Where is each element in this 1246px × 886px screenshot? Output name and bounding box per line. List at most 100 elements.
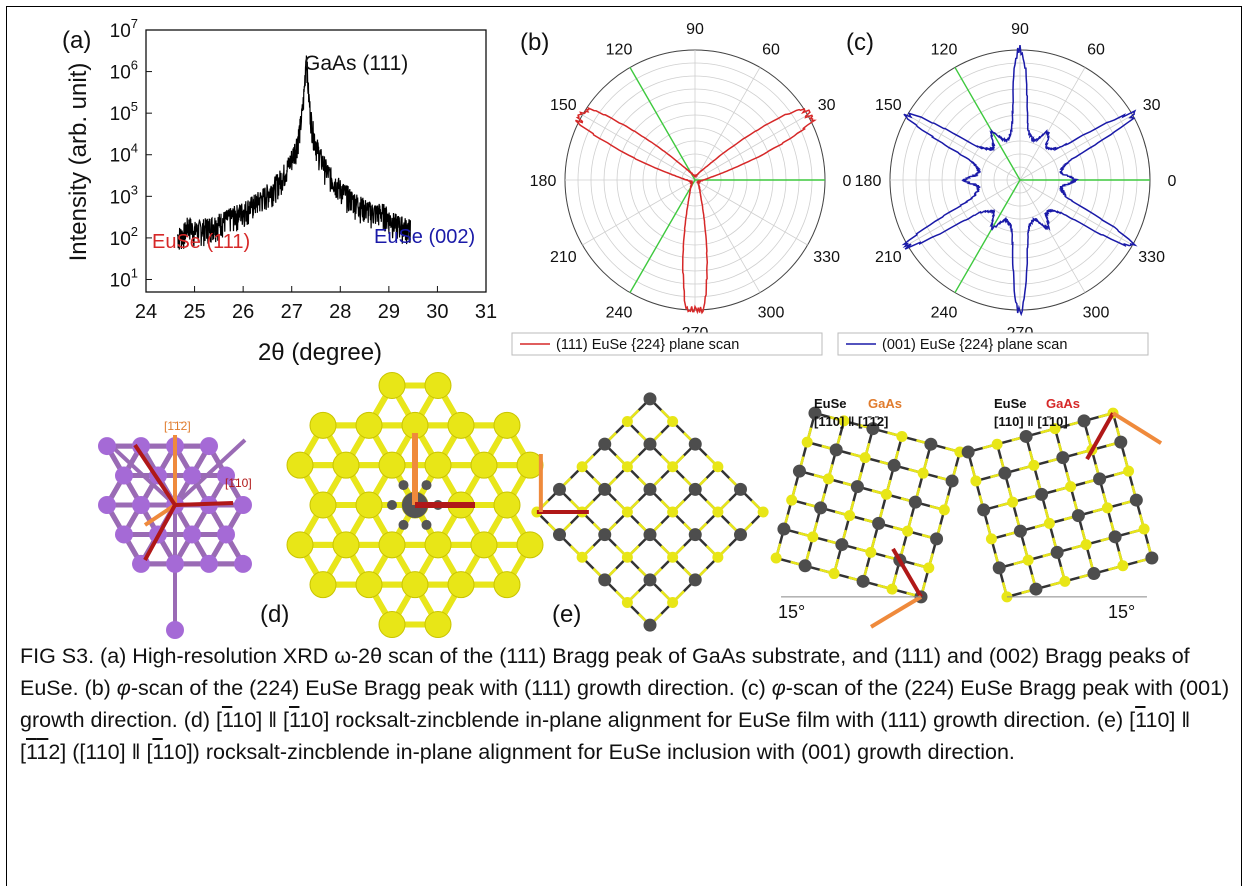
direction-label-red: [1̄10] <box>225 476 252 490</box>
atom-yellow <box>576 461 588 473</box>
panel-e-label: (e) <box>552 601 581 628</box>
atom <box>115 525 133 544</box>
x-tick-label: 26 <box>232 301 254 323</box>
atom <box>183 525 201 544</box>
relation-2-gaas: GaAs <box>1046 396 1080 411</box>
panel-c-polar-grid: 0306090120150180210240270300330 <box>855 21 1177 342</box>
atom-yellow <box>332 531 360 559</box>
atom-dark <box>552 528 566 542</box>
panel-a-xrd-chart: (a) 101 102 103 104 105 106 107 24 25 26 27 28 29 30… <box>62 16 497 366</box>
polar-spoke <box>582 114 696 181</box>
atom-dark <box>1013 524 1027 538</box>
caption-dir-110b: [110] ‖ [112] ([110] ‖ [110]) <box>20 708 1191 764</box>
arrow-red <box>1085 412 1115 461</box>
atom-yellow <box>309 411 337 439</box>
atom-dark <box>688 437 702 451</box>
caption-part-2: -scan of the (224) EuSe Bragg peak with … <box>130 676 772 700</box>
x-tick-label: 29 <box>378 301 400 323</box>
atom-yellow <box>667 506 679 518</box>
polar-angle-label: 60 <box>762 41 780 58</box>
atom-yellow <box>309 571 337 599</box>
atom-yellow <box>838 415 850 427</box>
polar-spoke <box>907 114 1021 181</box>
caption-dir-110a: [110] ‖ [110] <box>215 708 330 732</box>
atom-dark <box>1087 567 1101 581</box>
atom-dark <box>598 528 612 542</box>
atom-dark <box>924 437 938 451</box>
atom-dark <box>887 458 901 472</box>
panel-b-polar-grid: 0306090120150180210240270300330 <box>530 21 852 342</box>
atom-yellow <box>770 552 782 564</box>
polar-angle-label: 300 <box>1083 305 1110 322</box>
atom-dark <box>930 532 944 546</box>
atom-dark <box>598 573 612 587</box>
polar-angle-label: 330 <box>813 249 840 266</box>
arrow-red <box>891 547 923 598</box>
atom-dark <box>398 480 409 491</box>
atom-dark <box>792 464 806 478</box>
angle-label-1: 15° <box>778 602 805 622</box>
polar-spoke <box>1019 179 1133 246</box>
atom-yellow <box>917 467 929 479</box>
atom-yellow <box>880 488 892 500</box>
atom-dark <box>552 482 566 496</box>
atom-yellow <box>355 571 383 599</box>
atom-dark <box>598 437 612 451</box>
polar-angle-label: 60 <box>1087 41 1105 58</box>
panel-a-curve <box>177 55 411 250</box>
polar-angle-label: 0 <box>1168 173 1177 190</box>
atom-dark <box>398 519 409 530</box>
x-tick-label: 25 <box>183 301 205 323</box>
atom-dark <box>643 437 657 451</box>
atom-dark <box>421 519 432 530</box>
atom-dark <box>1145 551 1159 565</box>
atom-dark <box>1056 451 1070 465</box>
polar-angle-label: 330 <box>1138 249 1165 266</box>
panel-a-plot-area <box>145 29 487 293</box>
atom-yellow <box>923 562 935 574</box>
figure-caption: FIG S3. (a) High-resolution XRD ω-2θ sca… <box>20 640 1230 768</box>
atom-yellow <box>865 546 877 558</box>
lattice-rotated-2 <box>770 406 966 629</box>
atom <box>200 437 218 456</box>
x-tick-label: 27 <box>281 301 303 323</box>
atom-yellow <box>667 415 679 427</box>
y-tick-label: 107 <box>110 16 138 42</box>
atom-yellow <box>332 451 360 479</box>
arrow-orange <box>143 503 177 527</box>
atom-dark <box>643 482 657 496</box>
atom-yellow <box>286 531 314 559</box>
atom-dark <box>908 495 922 509</box>
atom-dark <box>856 574 870 588</box>
atom <box>98 437 116 456</box>
atom-dark <box>643 528 657 542</box>
rocksalt-lattice-illustration <box>286 371 544 639</box>
relation-2-directions: [110] ‖ [1̄10] <box>994 414 1068 429</box>
atom <box>166 621 184 639</box>
polar-spoke <box>1019 114 1133 181</box>
lattice-rotated-3 <box>961 407 1163 603</box>
atom-yellow <box>1043 517 1055 529</box>
atom-yellow <box>712 551 724 563</box>
angle-label-2: 15° <box>1108 602 1135 622</box>
panel-a-x-ticks: 24 25 26 27 28 29 30 31 <box>135 286 497 323</box>
atom-yellow <box>424 611 452 639</box>
atom-yellow <box>576 551 588 563</box>
polar-angle-label: 90 <box>1011 21 1029 38</box>
atom-dark <box>808 406 822 420</box>
atom-dark <box>1035 487 1049 501</box>
bond <box>103 438 177 507</box>
polar-angle-label: 120 <box>931 41 958 58</box>
figure-graphics: (a) 101 102 103 104 105 106 107 24 25 26 27 28 29 30… <box>62 16 1177 639</box>
atom-yellow <box>621 551 633 563</box>
atom-dark <box>734 482 748 496</box>
lattice-diamond-1 <box>531 392 769 632</box>
atom-dark <box>1114 435 1128 449</box>
polar-angle-label: 150 <box>875 97 902 114</box>
atom-yellow <box>970 475 982 487</box>
atom-yellow <box>902 525 914 537</box>
panel-b-polar-chart: (b) 0306090120150180210240270300330 (111… <box>511 21 852 356</box>
atom-yellow <box>801 436 813 448</box>
atom-yellow <box>1117 560 1129 572</box>
atom-dark <box>1129 493 1143 507</box>
